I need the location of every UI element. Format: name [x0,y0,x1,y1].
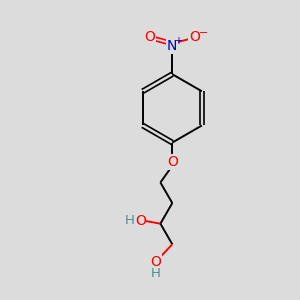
Text: O: O [189,30,200,44]
Text: +: + [174,36,182,46]
Text: H: H [151,267,161,280]
Text: O: O [151,255,161,269]
Text: O: O [135,214,146,228]
Text: N: N [167,39,178,53]
Text: O: O [167,155,178,169]
Text: −: − [199,28,208,38]
Text: O: O [145,30,155,44]
Text: H: H [124,214,134,227]
